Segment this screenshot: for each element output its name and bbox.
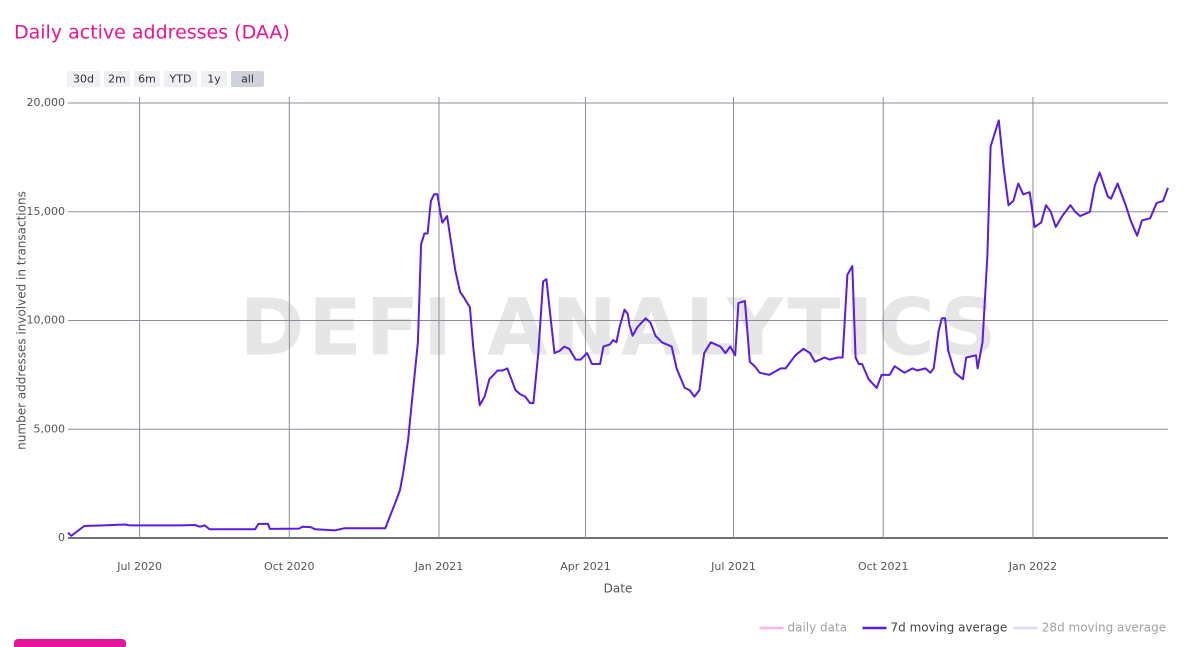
y-tick-label: 15,000 (27, 205, 66, 218)
range-button-label[interactable]: YTD (169, 73, 192, 86)
series-line (67, 119, 1169, 537)
range-button[interactable] (134, 71, 160, 87)
x-tick-label: Oct 2020 (264, 560, 315, 573)
y-tick-label: 5,000 (34, 422, 66, 435)
range-button-label[interactable]: 6m (138, 73, 156, 86)
x-tick-label: Apr 2021 (560, 560, 611, 573)
y-axis-label: number addresses involved in transaction… (15, 191, 29, 450)
watermark: DEFI ANALYTICS (240, 283, 1001, 373)
x-tick-label: Jul 2021 (710, 560, 756, 573)
legend-label[interactable]: 7d moving average (891, 621, 1008, 635)
chart-title: Daily active addresses (DAA) (14, 22, 290, 44)
x-tick-label: Jan 2021 (414, 560, 463, 573)
legend-label[interactable]: daily data (788, 621, 848, 635)
range-button-label[interactable]: all (241, 73, 254, 86)
range-button[interactable] (104, 71, 130, 87)
x-tick-label: Jul 2020 (116, 560, 162, 573)
range-button[interactable] (164, 71, 197, 87)
range-button-label[interactable]: 30d (73, 73, 94, 86)
y-tick-label: 10,000 (27, 314, 66, 327)
legend-label[interactable]: 28d moving average (1042, 621, 1166, 635)
range-button[interactable] (67, 71, 100, 87)
x-axis-label: Date (604, 582, 633, 596)
x-tick-label: Oct 2021 (858, 560, 909, 573)
range-button[interactable] (201, 71, 227, 87)
accent-bar (14, 639, 126, 647)
y-tick-label: 20,000 (27, 96, 66, 109)
range-button[interactable] (231, 71, 264, 87)
x-tick-label: Jan 2022 (1008, 560, 1057, 573)
range-button-label[interactable]: 2m (108, 73, 126, 86)
range-button-label[interactable]: 1y (207, 73, 221, 86)
y-tick-label: 0 (58, 531, 65, 544)
